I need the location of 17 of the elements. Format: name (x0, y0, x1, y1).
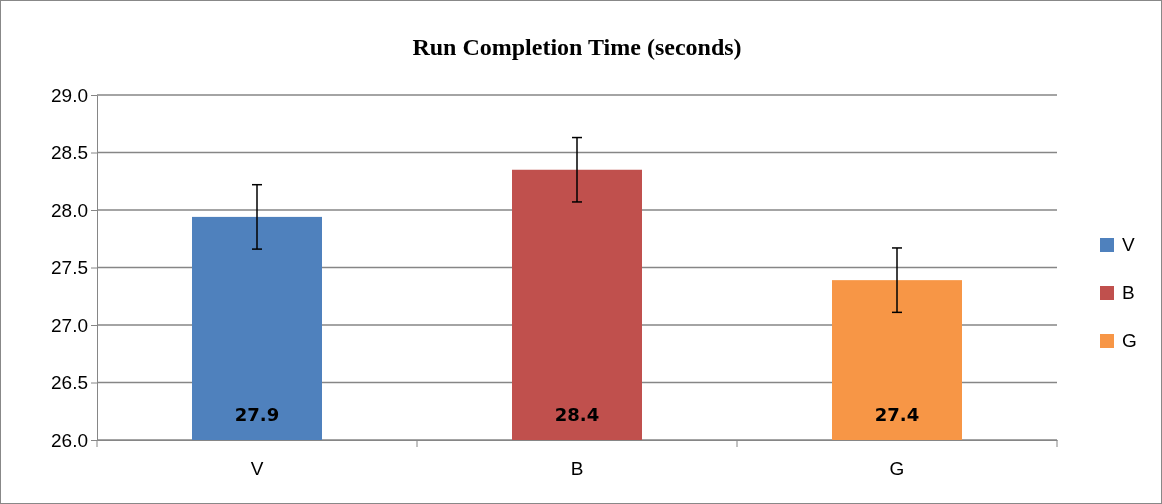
legend-label: G (1122, 330, 1137, 351)
legend-label: V (1122, 234, 1135, 255)
x-tick-label: G (889, 458, 905, 480)
legend-label: B (1122, 282, 1135, 303)
y-tick-label: 28.5 (51, 142, 88, 164)
data-label: 28.4 (554, 404, 600, 425)
y-tick-label: 29.0 (51, 84, 88, 106)
chart-title: Run Completion Time (seconds) (412, 34, 742, 60)
data-label: 27.4 (874, 404, 920, 425)
x-tick-label: V (250, 458, 264, 480)
x-tick-label: B (570, 458, 584, 480)
y-tick-label: 27.0 (51, 314, 88, 336)
y-tick-label: 28.0 (51, 199, 88, 221)
y-tick-label: 26.5 (51, 372, 88, 394)
data-label: 27.9 (234, 404, 280, 425)
y-tick-label: 26.0 (51, 429, 88, 451)
y-tick-label: 27.5 (51, 257, 88, 279)
